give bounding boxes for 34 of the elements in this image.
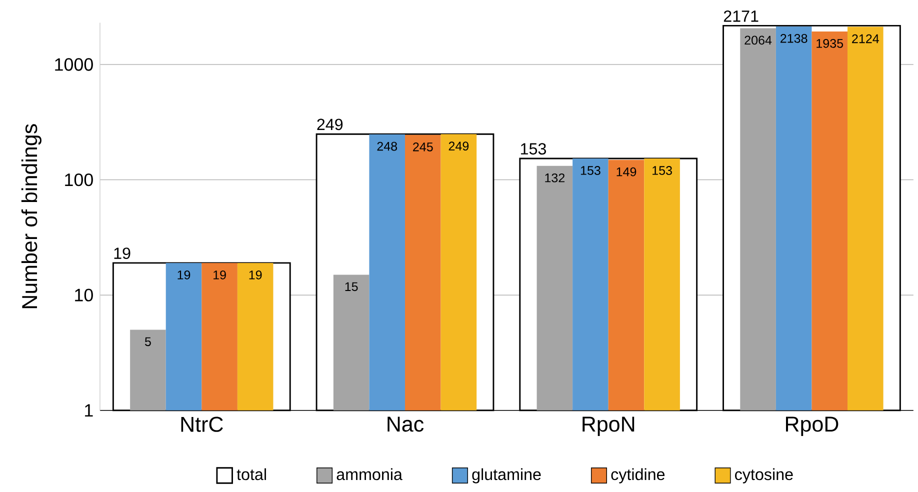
data-label: 15 (345, 282, 358, 292)
data-label: 5 (144, 337, 151, 346)
data-label: 153 (580, 166, 600, 175)
legend-label: glutamine (472, 468, 541, 484)
x-tick-label: NtrC (181, 416, 223, 432)
data-label: 19 (249, 270, 262, 280)
y-tick-label: 1 (85, 404, 93, 417)
data-label: 245 (413, 142, 433, 152)
data-label: 1935 (816, 39, 844, 48)
data-label: 19 (214, 270, 226, 280)
data-label: 2138 (780, 34, 808, 43)
y-tick-label: 100 (65, 173, 93, 186)
data-label: 2124 (852, 34, 879, 44)
data-label: 132 (545, 173, 565, 182)
data-label: 19 (178, 270, 190, 280)
x-tick-label: RpoD (786, 416, 838, 436)
data-label: 2171 (724, 10, 758, 22)
legend-label: total (236, 468, 266, 480)
data-label: 248 (377, 142, 398, 151)
x-tick-label: RpoN (582, 416, 634, 436)
y-tick-label: 1000 (55, 58, 93, 71)
data-label: 2064 (744, 36, 772, 45)
legend-label: cytidine (611, 468, 665, 484)
data-label: 153 (521, 143, 546, 155)
data-label: 149 (616, 167, 636, 176)
data-label: 153 (652, 166, 672, 175)
data-label: 249 (317, 118, 343, 130)
legend-label: cytosine (735, 468, 793, 484)
data-label: 19 (114, 248, 130, 260)
y-axis-title: Number of bindings (21, 124, 42, 308)
data-label: 249 (448, 142, 469, 151)
legend-label: ammonia (336, 468, 402, 480)
y-tick-label: 10 (75, 288, 93, 302)
x-tick-label: Nac (388, 416, 424, 432)
